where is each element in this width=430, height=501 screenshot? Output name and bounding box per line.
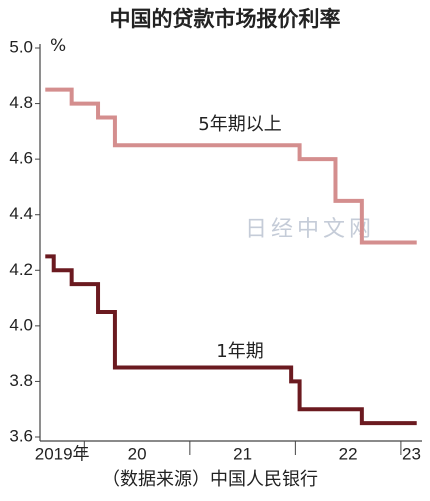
y-tick-label: 4.2 xyxy=(9,260,33,279)
y-tick-label: 3.6 xyxy=(9,426,33,445)
y-tick-label: 4.4 xyxy=(9,204,33,223)
chart-title: 中国的贷款市场报价利率 xyxy=(110,7,341,31)
x-tick-label: 20 xyxy=(128,444,147,463)
step-line xyxy=(45,87,417,245)
y-tick-label: 4.8 xyxy=(9,93,33,112)
source: （数据来源）中国人民银行 xyxy=(102,469,318,490)
series-label: 5年期以上 xyxy=(198,114,281,135)
y-tick-label: 3.8 xyxy=(9,371,33,390)
x-tick-label: 21 xyxy=(233,444,252,463)
x-tick-label: 2019年 xyxy=(35,444,90,463)
y-tick-label: 4.6 xyxy=(9,149,33,168)
series-label: 1年期 xyxy=(216,341,263,362)
y-tick-label: 4.0 xyxy=(9,315,33,334)
x-tick-label: 23 xyxy=(402,444,421,463)
step-line xyxy=(45,254,417,426)
y-unit: % xyxy=(50,36,66,56)
y-tick-label: 5.0 xyxy=(9,37,33,56)
watermark: 日经中文网 xyxy=(245,217,375,242)
x-tick-label: 22 xyxy=(339,444,358,463)
